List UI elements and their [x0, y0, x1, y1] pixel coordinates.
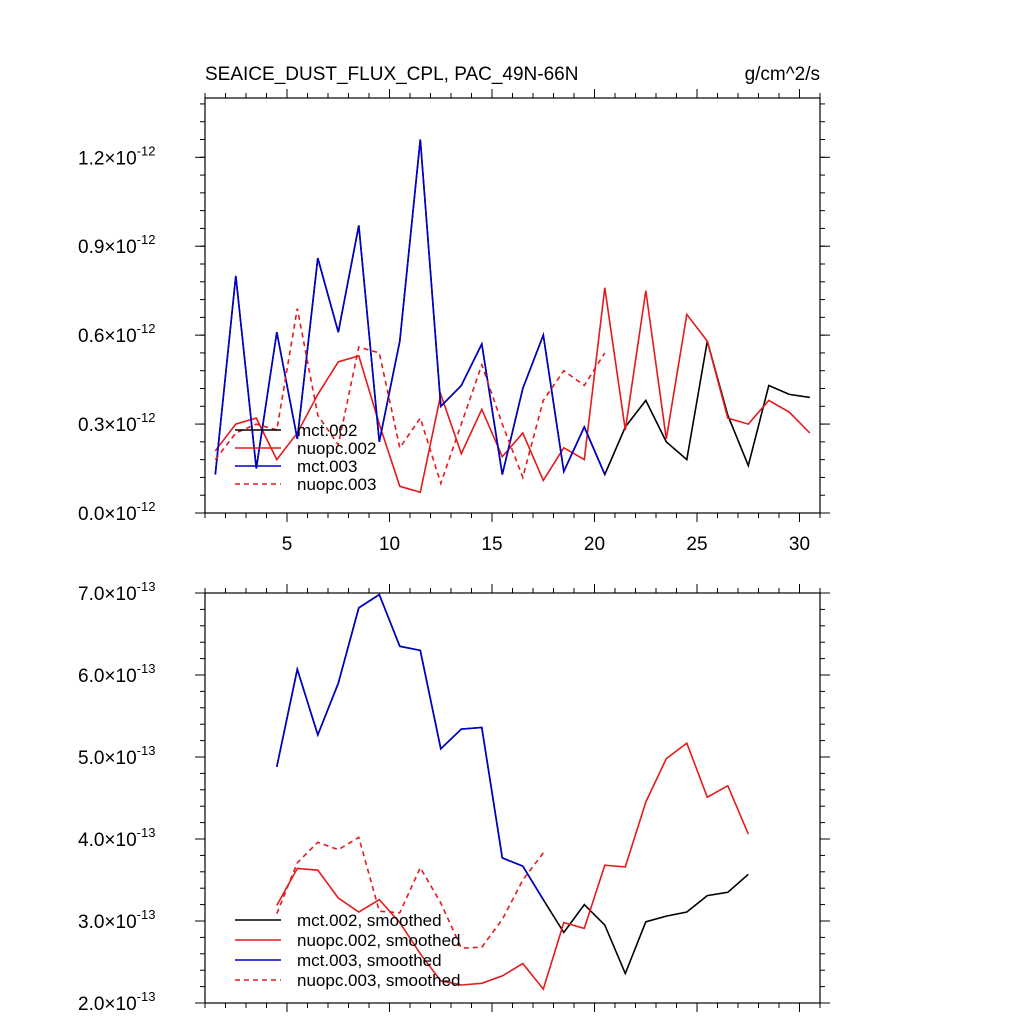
x-tick-label: 5: [282, 534, 293, 555]
y-tick-label: 2.0×10-13: [78, 989, 155, 1015]
units-label: g/cm^2/s: [745, 64, 820, 85]
top-panel-time-series: 5 10 15 20 25 30 0.0×10-12 0.3×10-12 0.6×10-12 0.…: [78, 64, 830, 555]
x-tick-label: 15: [481, 534, 502, 555]
series-line-1: [214, 287, 811, 494]
x-tick-label: 10: [379, 534, 400, 555]
legend-label-0: mct.002, smoothed: [297, 911, 442, 930]
legend-label-3: nuopc.003, smoothed: [297, 971, 461, 990]
series-line-3: [214, 308, 606, 486]
series-line-3: [276, 836, 544, 949]
y-tick-label: 1.2×10-12: [78, 143, 155, 169]
x-tick-label: 30: [789, 534, 810, 555]
x-tick-label: 20: [584, 534, 605, 555]
legend-label-3: nuopc.003: [297, 475, 376, 494]
y-tick-label: 0.9×10-12: [78, 232, 155, 258]
chart-title: SEAICE_DUST_FLUX_CPL, PAC_49N-66N: [205, 64, 578, 85]
y-tick-label: 0.3×10-12: [78, 410, 155, 436]
y-tick-label: 0.0×10-12: [78, 499, 155, 525]
legend-label-1: nuopc.002, smoothed: [297, 931, 461, 950]
y-tick-label: 6.0×10-13: [78, 661, 155, 687]
bottom-panel-smoothed-series: 2.0×10-13 3.0×10-13 4.0×10-13 5.0×10-13 6.0×…: [78, 579, 830, 1015]
y-tick-label: 5.0×10-13: [78, 743, 155, 769]
series-line-1: [276, 741, 750, 991]
legend-label-2: mct.003: [297, 457, 357, 476]
legend-label-0: mct.002: [297, 421, 357, 440]
y-tick-label: 7.0×10-13: [78, 579, 155, 605]
y-tick-label: 0.6×10-12: [78, 321, 155, 347]
y-tick-label: 3.0×10-13: [78, 907, 155, 933]
series-line-2: [276, 593, 544, 901]
legend-label-1: nuopc.002: [297, 439, 376, 458]
x-tick-label: 25: [686, 534, 707, 555]
legend-label-2: mct.003, smoothed: [297, 951, 442, 970]
series-line-2: [214, 139, 606, 475]
y-tick-label: 4.0×10-13: [78, 825, 155, 851]
